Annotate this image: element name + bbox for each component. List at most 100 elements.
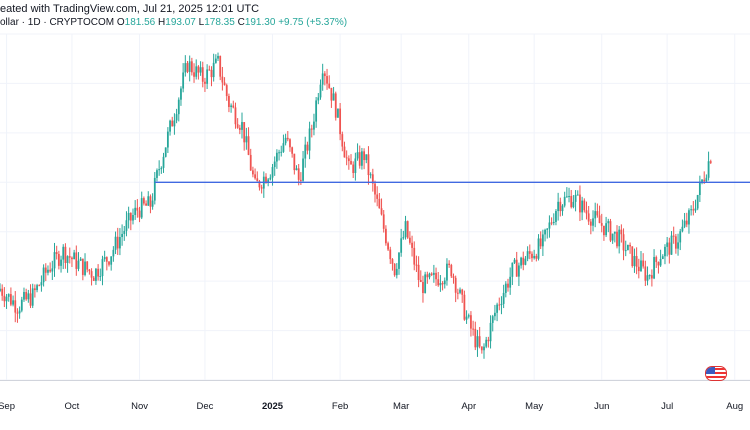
candle[interactable]	[343, 141, 346, 158]
candle[interactable]	[323, 71, 326, 86]
candle[interactable]	[585, 201, 588, 220]
candle[interactable]	[572, 195, 575, 209]
candle[interactable]	[153, 172, 156, 205]
candle[interactable]	[90, 268, 93, 286]
candle[interactable]	[613, 231, 616, 243]
candle[interactable]	[299, 172, 302, 185]
candle[interactable]	[293, 153, 296, 175]
candle[interactable]	[260, 184, 263, 194]
candle[interactable]	[232, 100, 235, 109]
candle[interactable]	[461, 288, 464, 303]
candle[interactable]	[430, 272, 433, 277]
candle[interactable]	[92, 276, 95, 281]
candle[interactable]	[105, 256, 108, 271]
candle[interactable]	[622, 228, 625, 261]
candle[interactable]	[428, 272, 431, 280]
candle[interactable]	[709, 159, 712, 165]
candle[interactable]	[112, 246, 115, 262]
candle[interactable]	[321, 63, 324, 91]
candle[interactable]	[206, 64, 209, 90]
candle[interactable]	[524, 256, 527, 266]
candle[interactable]	[391, 258, 394, 271]
candle[interactable]	[677, 233, 679, 256]
candle[interactable]	[328, 75, 331, 89]
candle[interactable]	[238, 124, 241, 135]
candle[interactable]	[557, 192, 560, 221]
candle[interactable]	[25, 288, 28, 301]
candle[interactable]	[14, 291, 17, 323]
candle[interactable]	[228, 93, 230, 113]
candle[interactable]	[97, 264, 100, 281]
candle[interactable]	[683, 212, 686, 229]
candle[interactable]	[587, 205, 590, 225]
candle[interactable]	[472, 320, 475, 336]
candle[interactable]	[162, 152, 165, 173]
candle[interactable]	[596, 203, 599, 218]
candle[interactable]	[548, 215, 551, 238]
candle[interactable]	[496, 302, 498, 322]
candle[interactable]	[502, 284, 505, 309]
candle[interactable]	[23, 287, 25, 302]
candle[interactable]	[589, 218, 592, 235]
candle[interactable]	[20, 296, 23, 313]
candle[interactable]	[129, 212, 132, 231]
candle[interactable]	[668, 237, 671, 264]
candle[interactable]	[214, 54, 217, 64]
candle[interactable]	[371, 168, 374, 192]
candle[interactable]	[55, 245, 58, 260]
candle[interactable]	[151, 193, 154, 210]
candle[interactable]	[121, 224, 123, 246]
candle[interactable]	[365, 154, 368, 164]
candle[interactable]	[44, 263, 47, 282]
candle[interactable]	[507, 278, 509, 292]
candle[interactable]	[696, 194, 699, 211]
candle[interactable]	[347, 155, 350, 170]
candle[interactable]	[116, 227, 119, 255]
candle[interactable]	[295, 165, 298, 171]
candle[interactable]	[40, 275, 43, 292]
candle[interactable]	[670, 231, 673, 255]
candle[interactable]	[415, 255, 418, 272]
candle[interactable]	[692, 201, 695, 216]
candle[interactable]	[73, 249, 76, 260]
candle[interactable]	[62, 244, 65, 270]
candle[interactable]	[230, 103, 233, 113]
candle[interactable]	[448, 260, 451, 268]
candle[interactable]	[653, 249, 655, 280]
candle[interactable]	[12, 295, 14, 307]
candle[interactable]	[705, 174, 708, 183]
candle[interactable]	[465, 310, 468, 324]
candle[interactable]	[208, 65, 211, 71]
candle[interactable]	[33, 284, 36, 298]
candle[interactable]	[480, 346, 483, 354]
candle[interactable]	[432, 264, 435, 283]
candle[interactable]	[528, 244, 531, 260]
candle[interactable]	[275, 149, 278, 169]
candle[interactable]	[531, 251, 533, 262]
candle[interactable]	[210, 66, 213, 87]
candle[interactable]	[509, 267, 512, 295]
candle[interactable]	[149, 194, 152, 214]
candle[interactable]	[258, 179, 261, 191]
candle[interactable]	[637, 258, 640, 279]
candle[interactable]	[1, 284, 4, 301]
candle[interactable]	[629, 242, 631, 254]
candle[interactable]	[563, 191, 566, 208]
candle[interactable]	[308, 121, 311, 160]
candle[interactable]	[197, 65, 200, 80]
candle[interactable]	[631, 246, 634, 268]
candle[interactable]	[256, 171, 259, 182]
candle[interactable]	[221, 66, 224, 91]
candle[interactable]	[539, 231, 542, 250]
us-flag-icon[interactable]	[705, 366, 727, 381]
candle[interactable]	[361, 147, 363, 170]
candle[interactable]	[666, 236, 669, 257]
candle[interactable]	[84, 253, 86, 277]
candle[interactable]	[611, 233, 614, 244]
candle[interactable]	[413, 241, 416, 271]
candle[interactable]	[304, 136, 307, 168]
candle[interactable]	[561, 204, 564, 216]
candle[interactable]	[363, 148, 365, 170]
candle[interactable]	[500, 296, 503, 315]
candle[interactable]	[330, 87, 333, 108]
